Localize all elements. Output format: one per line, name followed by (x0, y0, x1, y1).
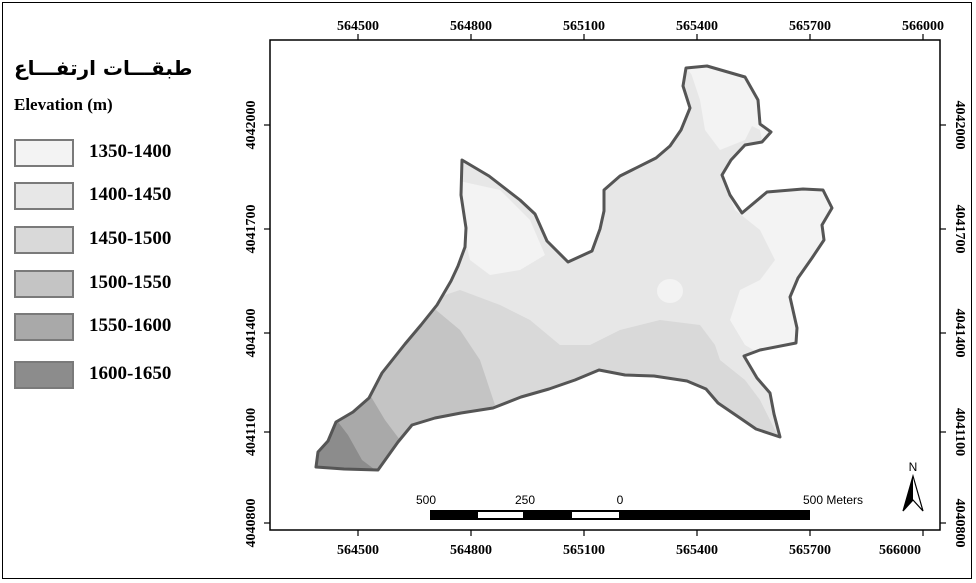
x-label-bottom: 566000 (879, 543, 921, 558)
legend-swatch (14, 313, 74, 341)
legend-swatch (14, 270, 74, 298)
legend-label: 1450-1500 (89, 228, 172, 249)
x-label-top: 566000 (902, 19, 944, 34)
y-label-right: 4041400 (952, 309, 967, 358)
scale-label: 250 (515, 493, 535, 507)
grid-ticks (264, 34, 946, 536)
x-label-bottom: 565400 (676, 543, 718, 558)
zone-1350-1400-upper (690, 70, 760, 150)
scale-bar: 500 250 0 500 Meters (416, 493, 863, 520)
x-label-top: 564500 (337, 19, 379, 34)
scale-bar-base (430, 510, 810, 520)
north-arrow: N (902, 460, 924, 512)
x-label-bottom: 565100 (563, 543, 605, 558)
y-label-left: 4041400 (244, 309, 259, 358)
legend-swatch (14, 139, 74, 167)
legend-item-1350-1400: 1350-1400 (14, 139, 234, 169)
legend-swatch (14, 226, 74, 254)
north-arrow-label: N (909, 460, 918, 474)
legend-swatch (14, 182, 74, 210)
x-label-bottom: 564800 (450, 543, 492, 558)
scale-label: 500 Meters (803, 493, 863, 507)
legend-title-english: Elevation (m) (14, 95, 113, 114)
y-label-right: 4041700 (952, 205, 967, 254)
y-label-right: 4042000 (952, 101, 967, 150)
y-label-right: 4041100 (952, 408, 967, 456)
x-label-top: 564800 (450, 19, 492, 34)
legend-item-1550-1600: 1550-1600 (14, 313, 234, 343)
legend-label: 1350-1400 (89, 141, 172, 162)
legend-label: 1600-1650 (89, 363, 172, 384)
legend-item-1500-1550: 1500-1550 (14, 270, 234, 300)
y-label-left: 4040800 (244, 499, 259, 548)
x-label-top: 565100 (563, 19, 605, 34)
x-label-bottom: 564500 (337, 543, 379, 558)
legend: طبقـــات ارتفـــاع Elevation (m) 1350-14… (0, 0, 240, 420)
x-label-bottom: 565700 (789, 543, 831, 558)
legend-item-1600-1650: 1600-1650 (14, 361, 234, 391)
legend-title-persian: طبقـــات ارتفـــاع (14, 56, 193, 80)
zone-1350-1400-wedge (455, 180, 545, 275)
y-label-left: 4042000 (244, 101, 259, 150)
scale-bar-segment (572, 512, 619, 518)
scale-bar-segment (478, 512, 523, 518)
legend-swatch (14, 361, 74, 389)
x-label-top: 565700 (789, 19, 831, 34)
scale-label: 500 (416, 493, 436, 507)
legend-label: 1550-1600 (89, 315, 172, 336)
y-label-right: 4040800 (952, 499, 967, 548)
zone-1350-1400-spot (657, 279, 683, 303)
legend-label: 1500-1550 (89, 272, 172, 293)
map-data-frame (269, 39, 941, 531)
legend-item-1400-1450: 1400-1450 (14, 182, 234, 212)
scale-label: 0 (617, 493, 624, 507)
legend-item-1450-1500: 1450-1500 (14, 226, 234, 256)
north-arrow-icon-fill (903, 476, 913, 511)
y-label-left: 4041700 (244, 205, 259, 254)
legend-label: 1400-1450 (89, 184, 172, 205)
y-label-left: 4041100 (244, 408, 259, 456)
x-label-top: 565400 (676, 19, 718, 34)
